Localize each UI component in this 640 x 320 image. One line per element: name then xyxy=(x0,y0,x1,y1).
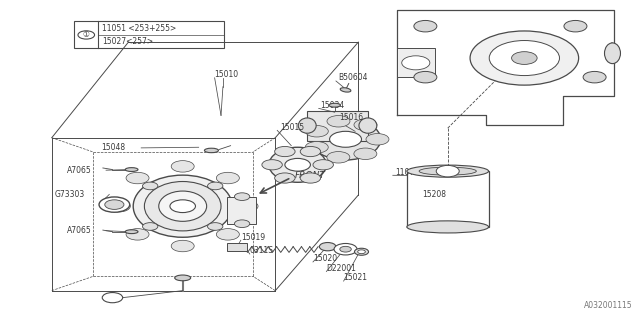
Circle shape xyxy=(216,172,239,184)
Circle shape xyxy=(366,133,389,145)
Text: ①: ① xyxy=(83,30,90,39)
Text: 15015: 15015 xyxy=(280,123,304,132)
Ellipse shape xyxy=(340,88,351,92)
Circle shape xyxy=(275,147,295,156)
Circle shape xyxy=(334,244,357,255)
Text: A032001115: A032001115 xyxy=(584,301,633,310)
Ellipse shape xyxy=(605,43,620,64)
Circle shape xyxy=(207,182,223,190)
Ellipse shape xyxy=(204,148,218,153)
Bar xyxy=(74,21,224,49)
Text: 11051 <253+255>: 11051 <253+255> xyxy=(102,24,177,33)
Ellipse shape xyxy=(175,275,191,281)
Circle shape xyxy=(402,56,430,70)
Circle shape xyxy=(564,20,587,32)
Circle shape xyxy=(340,246,351,252)
Text: 15021: 15021 xyxy=(344,273,367,282)
Ellipse shape xyxy=(355,248,369,255)
Ellipse shape xyxy=(407,221,488,233)
Text: 15048: 15048 xyxy=(102,143,125,152)
Text: 0311S: 0311S xyxy=(250,246,274,255)
Circle shape xyxy=(319,243,336,251)
Circle shape xyxy=(78,31,95,39)
Text: 15020: 15020 xyxy=(313,254,337,263)
Circle shape xyxy=(305,125,328,137)
Circle shape xyxy=(436,165,460,177)
Circle shape xyxy=(300,147,321,156)
Text: 15019: 15019 xyxy=(241,233,265,242)
Ellipse shape xyxy=(298,118,316,133)
Circle shape xyxy=(327,116,350,127)
Bar xyxy=(397,49,435,77)
Text: FRONT: FRONT xyxy=(294,172,325,180)
Circle shape xyxy=(108,200,131,212)
Ellipse shape xyxy=(329,103,340,107)
Ellipse shape xyxy=(310,119,381,160)
Ellipse shape xyxy=(145,181,221,231)
Text: 11071: 11071 xyxy=(396,168,419,177)
Text: ①: ① xyxy=(109,293,116,302)
Text: 15027<257>: 15027<257> xyxy=(102,37,154,46)
Circle shape xyxy=(511,52,537,64)
Circle shape xyxy=(583,71,606,83)
Ellipse shape xyxy=(125,230,138,234)
Ellipse shape xyxy=(407,165,488,177)
Circle shape xyxy=(126,172,149,184)
Bar xyxy=(227,197,256,224)
Circle shape xyxy=(170,200,195,212)
Ellipse shape xyxy=(159,191,207,221)
Circle shape xyxy=(414,71,437,83)
Circle shape xyxy=(234,220,250,228)
Circle shape xyxy=(470,31,579,85)
Ellipse shape xyxy=(419,167,476,175)
Text: 15016: 15016 xyxy=(339,114,364,123)
Bar xyxy=(307,111,368,141)
Text: 15208: 15208 xyxy=(422,190,446,199)
Circle shape xyxy=(305,141,328,153)
Circle shape xyxy=(216,228,239,240)
Circle shape xyxy=(354,148,377,159)
Circle shape xyxy=(172,161,194,172)
Ellipse shape xyxy=(358,250,365,254)
Circle shape xyxy=(330,131,362,147)
Circle shape xyxy=(143,223,158,230)
Circle shape xyxy=(313,160,333,170)
Text: G73303: G73303 xyxy=(55,190,85,199)
Ellipse shape xyxy=(105,200,124,209)
Bar xyxy=(227,243,246,251)
Ellipse shape xyxy=(359,118,377,133)
Text: D22001: D22001 xyxy=(326,264,356,273)
Circle shape xyxy=(414,20,437,32)
Circle shape xyxy=(172,240,194,252)
Text: 15010: 15010 xyxy=(214,70,239,79)
Text: B50604: B50604 xyxy=(338,73,367,82)
Circle shape xyxy=(235,200,258,212)
Circle shape xyxy=(126,228,149,240)
Circle shape xyxy=(300,173,321,183)
Bar xyxy=(407,171,488,227)
Text: 15034: 15034 xyxy=(320,101,344,110)
Text: A7065: A7065 xyxy=(67,166,92,175)
Circle shape xyxy=(234,193,250,200)
Circle shape xyxy=(275,173,295,183)
Ellipse shape xyxy=(125,168,138,172)
Circle shape xyxy=(354,119,377,131)
Text: A7065: A7065 xyxy=(67,226,92,235)
Ellipse shape xyxy=(133,175,232,237)
Circle shape xyxy=(207,223,223,230)
Ellipse shape xyxy=(99,197,130,212)
Circle shape xyxy=(262,160,282,170)
Ellipse shape xyxy=(269,147,326,182)
Circle shape xyxy=(489,41,559,76)
Circle shape xyxy=(102,292,123,303)
Circle shape xyxy=(285,158,310,171)
Circle shape xyxy=(143,182,158,190)
Circle shape xyxy=(327,152,350,163)
